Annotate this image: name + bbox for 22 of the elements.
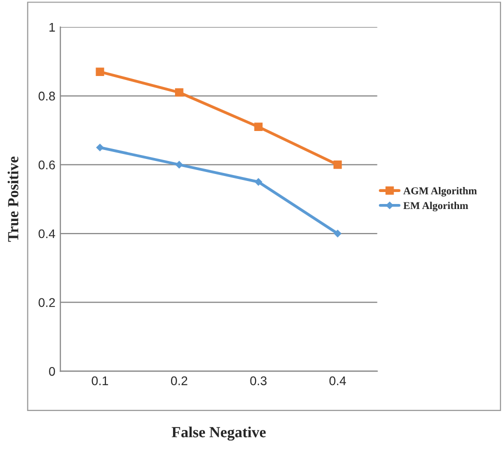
y-tick-label: 1 [50, 22, 55, 32]
point [96, 144, 104, 152]
y-tick-label: 0.4 [38, 229, 56, 238]
point [333, 160, 342, 169]
point [175, 88, 184, 97]
x-tick-label: 0.1 [92, 376, 108, 386]
x-tick-label: 0.3 [250, 376, 267, 386]
x-tick-label: 0.2 [170, 376, 188, 386]
legend-label: EM Algorithm [403, 202, 468, 212]
point [175, 160, 184, 169]
y-axis-title: True Positive [8, 156, 18, 242]
point [334, 230, 342, 238]
y-tick-label: 0 [49, 366, 56, 376]
x-tick-label: 0.4 [329, 376, 346, 386]
y-tick-label: 0.6 [38, 160, 55, 170]
point [254, 178, 262, 186]
legend-label: AGM Algorithm [403, 186, 477, 197]
y-tick-label: 0.2 [38, 298, 55, 308]
x-axis-title: False Negative [172, 426, 266, 441]
point [96, 68, 104, 76]
point [254, 122, 263, 132]
y-tick-label: 0.8 [38, 92, 55, 101]
